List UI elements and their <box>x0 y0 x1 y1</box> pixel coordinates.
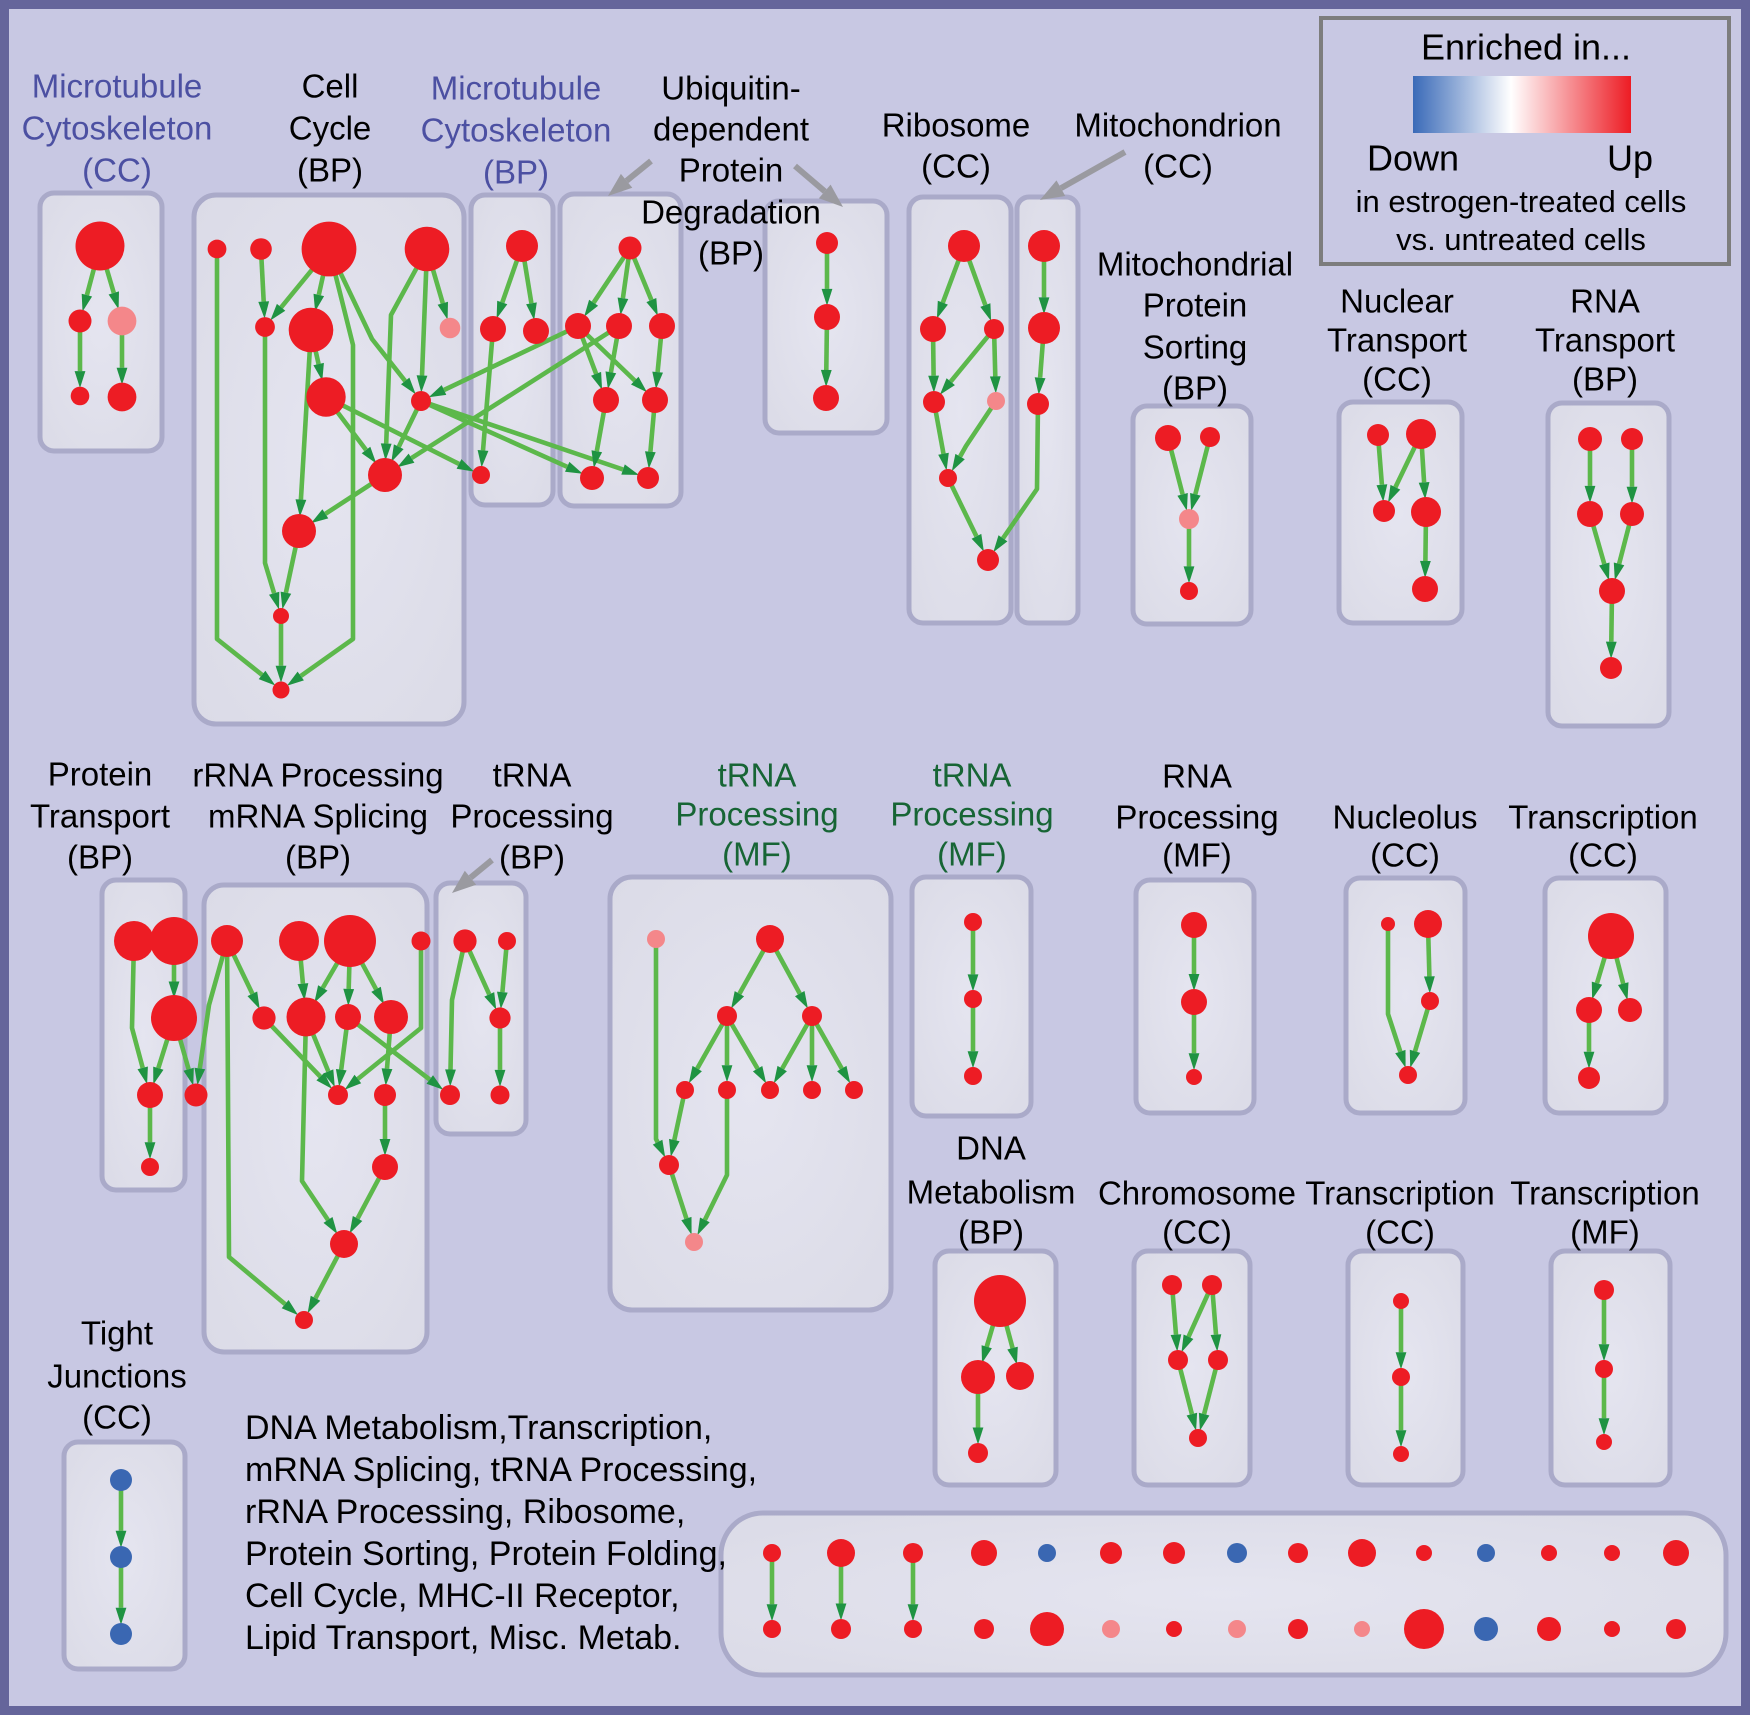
svg-text:(BP): (BP) <box>698 235 764 272</box>
svg-text:Cytoskeleton: Cytoskeleton <box>22 110 213 147</box>
svg-text:Degradation: Degradation <box>641 194 821 231</box>
svg-text:RNA: RNA <box>1162 758 1232 795</box>
svg-text:(BP): (BP) <box>483 154 549 191</box>
svg-text:(MF): (MF) <box>937 836 1007 873</box>
svg-text:Ubiquitin-: Ubiquitin- <box>661 70 800 107</box>
svg-text:Chromosome: Chromosome <box>1098 1175 1296 1212</box>
svg-text:tRNA: tRNA <box>493 757 572 794</box>
svg-text:(CC): (CC) <box>921 148 991 185</box>
svg-text:(MF): (MF) <box>722 836 792 873</box>
svg-text:Cytoskeleton: Cytoskeleton <box>421 112 612 149</box>
svg-text:(MF): (MF) <box>1162 837 1232 874</box>
svg-text:(BP): (BP) <box>67 839 133 876</box>
svg-text:Transcription: Transcription <box>1510 1175 1700 1212</box>
svg-text:Protein Sorting, Protein Foldi: Protein Sorting, Protein Folding, <box>245 1535 727 1573</box>
svg-text:rRNA Processing, Ribosome,: rRNA Processing, Ribosome, <box>245 1493 685 1531</box>
svg-text:(BP): (BP) <box>297 152 363 189</box>
svg-text:mRNA Splicing: mRNA Splicing <box>208 798 428 835</box>
svg-text:Junctions: Junctions <box>47 1358 186 1395</box>
svg-text:(CC): (CC) <box>82 1399 152 1436</box>
svg-text:(BP): (BP) <box>958 1214 1024 1251</box>
svg-text:Transport: Transport <box>30 798 170 835</box>
svg-text:Transport: Transport <box>1327 322 1467 359</box>
svg-text:Protein: Protein <box>679 152 784 189</box>
svg-text:tRNA: tRNA <box>718 757 797 794</box>
svg-text:Down: Down <box>1367 138 1459 179</box>
svg-text:dependent: dependent <box>653 111 809 148</box>
svg-text:Nucleolus: Nucleolus <box>1333 799 1478 836</box>
svg-text:(CC): (CC) <box>82 152 152 189</box>
svg-text:Cell: Cell <box>302 68 359 105</box>
svg-text:Sorting: Sorting <box>1143 329 1248 366</box>
svg-text:Lipid Transport, Misc. Metab.: Lipid Transport, Misc. Metab. <box>245 1619 682 1657</box>
svg-text:Cell Cycle, MHC-II Receptor,: Cell Cycle, MHC-II Receptor, <box>245 1577 680 1615</box>
svg-text:(CC): (CC) <box>1362 361 1432 398</box>
svg-text:Mitochondrial: Mitochondrial <box>1097 246 1293 283</box>
svg-text:Mitochondrion: Mitochondrion <box>1074 107 1281 144</box>
svg-text:Enriched in...: Enriched in... <box>1421 27 1631 68</box>
svg-text:Protein: Protein <box>1143 287 1248 324</box>
svg-text:(CC): (CC) <box>1162 1214 1232 1251</box>
svg-text:(CC): (CC) <box>1365 1214 1435 1251</box>
svg-text:Transport: Transport <box>1535 322 1675 359</box>
svg-text:(CC): (CC) <box>1370 837 1440 874</box>
svg-text:(CC): (CC) <box>1568 837 1638 874</box>
svg-text:Nuclear: Nuclear <box>1340 283 1454 320</box>
svg-text:Tight: Tight <box>81 1315 153 1352</box>
svg-text:in estrogen-treated cells: in estrogen-treated cells <box>1356 184 1687 219</box>
svg-text:Protein: Protein <box>48 756 153 793</box>
svg-text:Ribosome: Ribosome <box>882 107 1031 144</box>
svg-text:(BP): (BP) <box>1572 361 1638 398</box>
svg-text:Transcription: Transcription <box>1508 799 1698 836</box>
svg-text:mRNA Splicing, tRNA Processing: mRNA Splicing, tRNA Processing, <box>245 1451 757 1489</box>
svg-text:(MF): (MF) <box>1570 1214 1640 1251</box>
svg-text:DNA Metabolism,Transcription,: DNA Metabolism,Transcription, <box>245 1409 712 1447</box>
svg-text:vs. untreated cells: vs. untreated cells <box>1396 222 1646 257</box>
svg-text:(BP): (BP) <box>1162 370 1228 407</box>
svg-text:RNA: RNA <box>1570 283 1640 320</box>
svg-text:Metabolism: Metabolism <box>907 1174 1076 1211</box>
svg-text:Cycle: Cycle <box>289 110 372 147</box>
svg-text:Microtubule: Microtubule <box>32 68 203 105</box>
svg-text:Transcription: Transcription <box>1305 1175 1495 1212</box>
svg-text:Processing: Processing <box>675 796 838 833</box>
svg-text:(CC): (CC) <box>1143 148 1213 185</box>
svg-text:Up: Up <box>1607 138 1653 179</box>
svg-text:Processing: Processing <box>1115 799 1278 836</box>
svg-text:Processing: Processing <box>450 798 613 835</box>
svg-text:Microtubule: Microtubule <box>431 70 602 107</box>
svg-text:tRNA: tRNA <box>933 757 1012 794</box>
svg-text:rRNA Processing: rRNA Processing <box>192 757 443 794</box>
svg-text:DNA: DNA <box>956 1130 1026 1167</box>
svg-text:Processing: Processing <box>890 796 1053 833</box>
svg-text:(BP): (BP) <box>499 839 565 876</box>
svg-text:(BP): (BP) <box>285 839 351 876</box>
